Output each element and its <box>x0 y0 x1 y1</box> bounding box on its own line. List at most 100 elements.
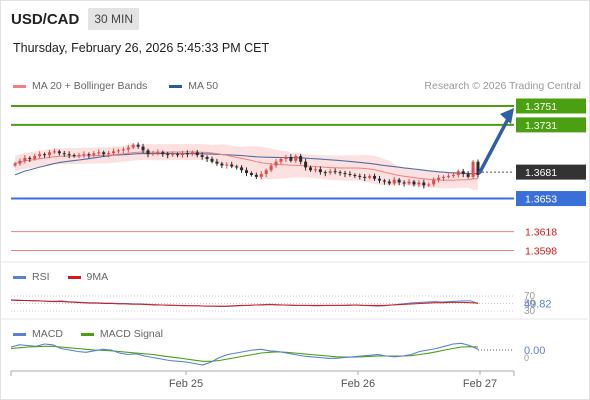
candle-body <box>427 184 431 186</box>
bollinger-band <box>15 143 478 190</box>
level-badge-1.3731 <box>516 117 586 133</box>
candle-body <box>466 174 470 177</box>
candle-body <box>254 174 258 177</box>
level-badge-1.3653 <box>516 191 586 207</box>
candle-body <box>67 154 71 156</box>
candle-body <box>161 152 165 155</box>
time-tick-label: Feb 25 <box>169 378 203 390</box>
candle-body <box>373 175 377 179</box>
timeframe-selector[interactable]: 30 MIN <box>88 8 140 30</box>
candle-body <box>171 154 175 156</box>
level-label-1.3731: 1.3731 <box>525 120 557 132</box>
candle-body <box>402 182 406 184</box>
candle-body <box>442 176 446 178</box>
level-label-1.3653: 1.3653 <box>525 194 557 206</box>
level-label-1.3618: 1.3618 <box>525 227 557 239</box>
candle-body <box>437 177 441 180</box>
ma50-line <box>14 152 479 176</box>
candle-body <box>299 156 303 162</box>
forecast-arrow-head <box>500 108 514 124</box>
candle-body <box>269 165 273 171</box>
candle-body <box>131 144 135 148</box>
candle-body <box>264 170 268 174</box>
level-badge-1.3751 <box>516 98 586 114</box>
rsi-last-value: 49.82 <box>524 299 552 311</box>
candle-body <box>57 151 61 154</box>
candle-body <box>200 155 204 157</box>
rsi-legend-label: RSI <box>32 271 50 283</box>
candle-body <box>309 167 313 171</box>
candle-body <box>156 152 160 154</box>
candle-body <box>43 154 47 156</box>
candle-body <box>77 155 81 157</box>
candle-body <box>180 153 184 156</box>
candle-body <box>289 157 293 161</box>
candle-body <box>274 161 278 166</box>
candle-body <box>146 150 150 155</box>
candle-body <box>343 173 347 175</box>
candle-body <box>107 153 111 155</box>
candle-body <box>353 174 357 176</box>
candle-body <box>82 154 86 156</box>
level-label-1.3598: 1.3598 <box>525 246 557 258</box>
candle-body <box>13 163 17 166</box>
candle-body <box>363 176 367 178</box>
candle-body <box>185 153 189 155</box>
macd-legend-label: MACD <box>32 328 63 340</box>
level-label-1.3751: 1.3751 <box>525 101 557 113</box>
candle-body <box>87 154 91 156</box>
rsi-legend: RSI 9MA <box>13 271 108 283</box>
candle-body <box>377 178 381 181</box>
candle-body <box>62 153 66 155</box>
macd-line <box>10 342 479 366</box>
candle-body <box>33 156 37 159</box>
candle-body <box>38 154 42 157</box>
macd-zero-tick: 0 <box>524 353 529 363</box>
rsi-ma-legend-label: 9MA <box>86 271 109 283</box>
candle-body <box>476 161 480 175</box>
ma20-swatch <box>13 84 26 88</box>
level-badge-1.3681 <box>516 164 586 180</box>
candle-body <box>446 175 450 177</box>
symbol-title: USD/CAD <box>11 10 80 28</box>
candle-body <box>412 181 416 185</box>
candle-body <box>294 156 298 161</box>
rsi-tick-50: 50 <box>524 299 536 310</box>
candle-body <box>382 180 386 182</box>
candle-body <box>166 154 170 156</box>
level-label-1.3681: 1.3681 <box>525 167 557 179</box>
macd-signal-line <box>10 345 479 362</box>
candle-body <box>18 160 22 164</box>
candle-body <box>392 179 396 184</box>
candle-body <box>358 175 362 177</box>
candle-body <box>323 172 327 174</box>
candle-body <box>387 181 391 184</box>
candle-body <box>451 174 455 176</box>
macd-signal-swatch <box>80 332 94 336</box>
candle-body <box>432 179 436 185</box>
candle-body <box>333 171 337 173</box>
rsi-ma-swatch <box>67 275 81 279</box>
candle-body <box>304 161 308 168</box>
candle-body <box>397 179 401 183</box>
candle-body <box>230 164 234 167</box>
rsi-tick-70: 70 <box>524 291 536 302</box>
candle-body <box>407 181 411 184</box>
macd-last-value: 0.00 <box>524 345 545 357</box>
main-legend: MA 20 + Bollinger Bands MA 50 <box>13 80 218 92</box>
candles <box>13 142 480 189</box>
ma50-swatch <box>169 84 183 88</box>
candle-body <box>313 169 317 171</box>
candle-body <box>210 158 214 162</box>
candle-body <box>126 147 130 150</box>
candle-body <box>259 174 263 177</box>
candle-body <box>225 164 229 166</box>
candle-body <box>245 170 248 174</box>
candle-body <box>240 167 244 171</box>
candle-body <box>102 152 106 155</box>
candle-body <box>417 182 421 185</box>
candle-body <box>28 157 32 159</box>
candle-body <box>141 146 145 151</box>
candle-body <box>279 158 283 162</box>
